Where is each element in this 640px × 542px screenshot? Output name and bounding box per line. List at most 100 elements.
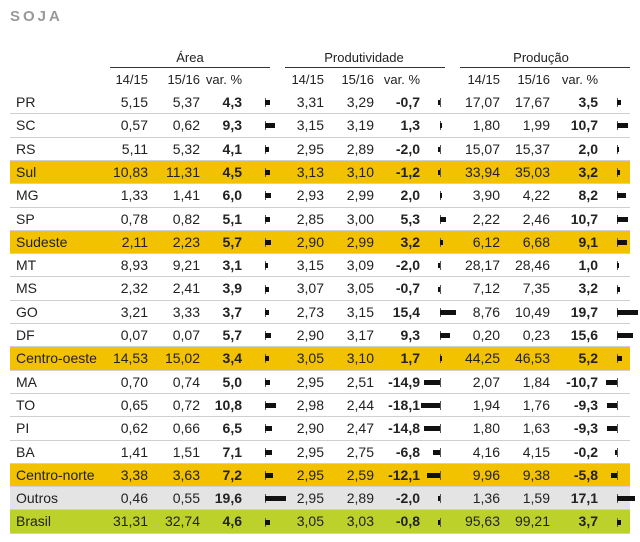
row-separator <box>10 159 630 161</box>
cell-area-val2: 0,72 <box>172 396 200 413</box>
cell-produtividade-var: -6,8 <box>395 443 420 460</box>
cell-area-val2: 0,82 <box>172 210 200 227</box>
cell-producao-var: -5,8 <box>573 466 598 483</box>
cell-area-var: 5,1 <box>222 210 242 227</box>
bar-producao-var <box>617 309 638 315</box>
group-title-producao: Produção <box>513 50 569 65</box>
cell-producao-val1: 3,90 <box>472 187 500 204</box>
cell-producao-val1: 95,63 <box>464 513 500 530</box>
cell-producao-val1: 9,96 <box>472 466 500 483</box>
cell-producao-val2: 1,99 <box>522 117 550 134</box>
cell-produtividade-val2: 3,29 <box>346 94 374 110</box>
cell-producao-val2: 46,53 <box>514 350 550 367</box>
bar-produtividade-var <box>440 333 450 339</box>
bar-axis-tick-produtividade <box>440 377 441 387</box>
cell-area-val1: 2,11 <box>121 233 148 250</box>
cell-produtividade-val1: 2,95 <box>296 466 324 483</box>
bar-produtividade-var <box>440 309 457 315</box>
cell-produtividade-val2: 2,59 <box>346 466 374 483</box>
row-label: DF <box>16 327 35 343</box>
bar-axis-tick-produtividade <box>440 517 441 527</box>
bar-producao-var <box>617 496 635 502</box>
cell-producao-val1: 15,07 <box>464 140 500 157</box>
bar-area-var <box>265 123 275 129</box>
cell-producao-val2: 35,03 <box>514 163 550 180</box>
row-label: SP <box>16 210 35 227</box>
cell-producao-var: 19,7 <box>570 303 598 320</box>
cell-area-val2: 32,74 <box>164 513 200 530</box>
row-label: RS <box>16 140 36 157</box>
column-header-area-3: var. % <box>205 72 242 87</box>
cell-produtividade-val1: 3,15 <box>296 117 324 134</box>
cell-producao-val2: 2,46 <box>522 210 550 227</box>
cell-area-val2: 0,66 <box>172 420 200 437</box>
cell-produtividade-val2: 2,89 <box>346 490 374 507</box>
cell-producao-val1: 0,20 <box>472 327 500 343</box>
cell-producao-val2: 1,76 <box>522 396 550 413</box>
cell-produtividade-val2: 2,44 <box>346 396 374 413</box>
bar-produtividade-var <box>438 170 440 176</box>
bar-produtividade-var <box>432 449 440 455</box>
cell-producao-var: 10,7 <box>570 210 598 227</box>
cell-produtividade-var: 15,4 <box>392 303 420 320</box>
row-separator <box>10 486 630 488</box>
cell-produtividade-var: -14,9 <box>388 373 420 390</box>
cell-produtividade-val1: 2,90 <box>296 233 324 250</box>
cell-area-val2: 2,41 <box>172 280 200 297</box>
column-header-area-2: 15/16 <box>167 72 200 87</box>
cell-area-val2: 5,37 <box>172 94 200 110</box>
cell-produtividade-val2: 3,10 <box>346 350 374 367</box>
cell-area-val1: 0,62 <box>120 420 148 437</box>
cell-producao-val2: 17,67 <box>514 94 550 110</box>
cell-area-var: 19,6 <box>214 490 242 507</box>
cell-producao-var: 3,5 <box>578 94 598 110</box>
cell-produtividade-val2: 3,19 <box>346 117 374 134</box>
cell-producao-val2: 99,21 <box>514 513 550 530</box>
bar-axis-tick-producao <box>617 377 618 387</box>
cell-producao-val2: 7,35 <box>522 280 550 297</box>
cell-area-var: 3,4 <box>222 350 242 367</box>
cell-produtividade-val1: 2,95 <box>296 443 324 460</box>
row-label: PI <box>16 420 30 437</box>
group-title-area: Área <box>176 50 204 65</box>
row-highlight-national <box>10 510 630 533</box>
cell-producao-var: 3,7 <box>578 513 598 530</box>
row-separator <box>10 392 630 394</box>
cell-producao-val2: 1,63 <box>522 420 550 437</box>
cell-producao-val1: 44,25 <box>464 350 500 367</box>
bar-area-var <box>265 263 269 269</box>
cell-produtividade-val2: 3,09 <box>346 257 374 274</box>
cell-produtividade-val2: 3,05 <box>346 280 374 297</box>
cell-area-val2: 0,62 <box>172 117 200 134</box>
cell-area-var: 7,1 <box>222 443 242 460</box>
cell-area-val1: 1,41 <box>120 443 148 460</box>
row-separator <box>10 229 630 231</box>
cell-area-val2: 0,55 <box>172 490 200 507</box>
bar-producao-var <box>617 216 629 222</box>
cell-area-val1: 3,38 <box>120 466 148 483</box>
row-label: Sul <box>16 163 37 180</box>
row-label: TO <box>16 396 36 413</box>
row-label: PR <box>16 94 36 110</box>
bar-produtividade-var <box>440 239 444 245</box>
cell-area-val1: 0,65 <box>120 396 148 413</box>
cell-produtividade-val1: 2,85 <box>296 210 324 227</box>
row-separator <box>10 416 630 418</box>
bar-produtividade-var <box>438 286 440 292</box>
cell-area-var: 4,5 <box>222 163 242 180</box>
cell-produtividade-val2: 2,99 <box>346 233 374 250</box>
cell-area-val1: 1,33 <box>120 187 148 204</box>
cell-producao-val1: 1,94 <box>472 396 500 413</box>
row-highlight-others <box>10 487 630 510</box>
cell-produtividade-var: -0,8 <box>395 513 420 530</box>
cell-produtividade-var: -14,8 <box>388 420 420 437</box>
bar-produtividade-var <box>437 146 440 152</box>
bar-area-var <box>265 356 269 362</box>
bar-area-var <box>265 170 270 176</box>
row-separator <box>10 509 630 511</box>
cell-producao-val2: 9,38 <box>522 466 550 483</box>
cell-produtividade-var: 5,3 <box>400 210 420 227</box>
bar-produtividade-var <box>427 472 440 478</box>
cell-area-val1: 5,11 <box>121 140 148 157</box>
bar-axis-tick-produtividade <box>440 144 441 154</box>
